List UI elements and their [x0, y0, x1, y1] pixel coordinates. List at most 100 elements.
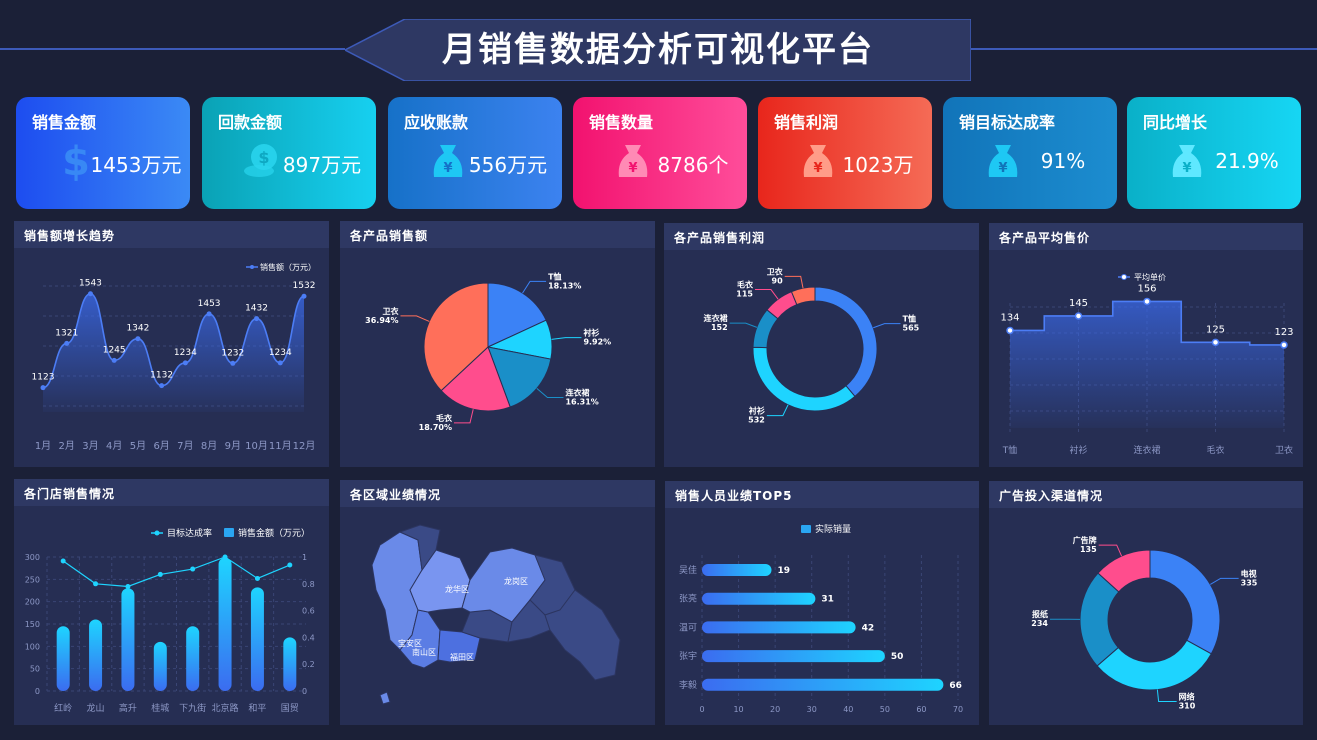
top5-value: 31	[821, 595, 834, 605]
y-tick: 250	[25, 575, 40, 584]
map-label-baoan: 宝安区	[398, 638, 422, 648]
panel-header	[664, 223, 979, 250]
svg-text:$: $	[62, 141, 90, 181]
kpi-label: 应收账款	[404, 113, 469, 132]
slice-label: 卫衣	[767, 266, 783, 276]
trend-x-tick: 9月	[225, 440, 241, 452]
top5-y-tick: 吴佳	[679, 564, 697, 576]
panel-header	[14, 479, 329, 506]
kpi-value: 897万元	[282, 153, 362, 177]
slice-label: T恤	[548, 271, 561, 281]
slice-衬衫[interactable]	[752, 346, 856, 412]
kpi-card-receivable: 应收账款 ¥ 556万元	[388, 97, 562, 209]
trend-point	[87, 291, 93, 297]
map-region-guangming[interactable]	[398, 524, 441, 572]
trend-point	[301, 293, 307, 299]
kpi-card-quantity: 销售数量 ¥ 8786个	[573, 97, 747, 209]
trend-point	[254, 316, 260, 322]
store-bar[interactable]	[218, 557, 232, 691]
top5-y-tick: 张亮	[679, 593, 697, 605]
slice-T恤[interactable]	[487, 282, 547, 348]
panel-header	[989, 481, 1303, 508]
panel-sales-trend: 销售额增长趋势 1123 1月 1321 2月 1543 3月 1245 4月 1342 5月 11…	[14, 221, 329, 467]
trend-point	[206, 311, 212, 317]
target-rate-point	[157, 571, 163, 577]
slice-value: 115	[736, 290, 753, 299]
slice-卫衣[interactable]	[423, 282, 489, 392]
svg-text:¥: ¥	[443, 161, 452, 176]
map-region-longhua[interactable]	[409, 549, 471, 613]
kpi-value: 91%	[1040, 149, 1086, 173]
legend-dot	[1121, 274, 1127, 280]
trend-x-tick: 12月	[293, 440, 316, 452]
top5-bar[interactable]	[702, 564, 772, 576]
slice-广告牌[interactable]	[1097, 549, 1151, 593]
panel-header	[989, 223, 1303, 250]
legend-label: 销售金额（万元）	[238, 527, 310, 539]
top5-bar[interactable]	[702, 621, 856, 634]
price-data-label: 125	[1206, 324, 1225, 335]
slice-毛衣[interactable]	[440, 346, 511, 412]
money-bag-icon: ¥	[803, 145, 833, 177]
slice-label: 网络	[1179, 692, 1195, 702]
panel-product-profit: 各产品销售利润 T恤 565 衬衫 532 连衣裙 152 毛衣 115 卫衣 90	[664, 223, 979, 467]
target-rate-point	[93, 581, 99, 587]
kpi-card-target-rate: 销目标达成率 ¥ 91%	[943, 97, 1117, 209]
x-tick: 0	[699, 705, 704, 714]
legend-label: 平均单价	[1134, 272, 1166, 282]
trend-point	[64, 340, 70, 346]
top5-bar[interactable]	[702, 650, 885, 663]
store-bar[interactable]	[121, 588, 135, 691]
target-rate-point	[287, 562, 293, 568]
target-rate-point	[254, 575, 260, 581]
slice-value: 234	[1031, 619, 1048, 628]
target-rate-line	[62, 556, 291, 588]
top5-bar-chart: 0 10 20 30 40 50 60 70 吴佳 19 张亮 31 温可 42 张宇 50 李毅 66 实际销量	[679, 523, 963, 714]
label-leader	[536, 388, 564, 398]
trend-point	[182, 360, 188, 366]
slice-T恤[interactable]	[814, 286, 878, 398]
slice-连衣裙[interactable]	[487, 346, 552, 408]
coins-icon: $	[244, 144, 277, 177]
sales-trend-chart: 1123 1月 1321 2月 1543 3月 1245 4月 1342 5月 1132 6月 1234…	[32, 262, 316, 452]
store-bar[interactable]	[250, 587, 264, 691]
top5-bar[interactable]	[702, 678, 944, 691]
price-data-label: 134	[1000, 312, 1019, 323]
trend-data-label: 1453	[198, 299, 221, 309]
store-bar[interactable]	[283, 637, 297, 691]
trend-x-tick: 2月	[59, 440, 75, 452]
slice-网络[interactable]	[1096, 639, 1212, 691]
slice-label: 广告牌	[1073, 535, 1097, 545]
slice-label: 衬衫	[748, 406, 765, 416]
top5-value: 50	[891, 652, 904, 662]
trend-x-tick: 6月	[153, 440, 169, 452]
store-bar[interactable]	[89, 619, 103, 691]
svg-text:¥: ¥	[628, 161, 637, 176]
slice-value: 18.13%	[548, 281, 581, 290]
slice-卫衣[interactable]	[790, 286, 816, 306]
panel-title: 各门店销售情况	[24, 487, 116, 501]
price-data-label: 123	[1274, 327, 1293, 338]
slice-value: 36.94%	[365, 316, 398, 325]
label-leader	[400, 315, 430, 322]
store-bar[interactable]	[153, 641, 167, 691]
price-x-tick: 卫衣	[1275, 444, 1293, 456]
top5-bar[interactable]	[702, 592, 816, 605]
svg-text:¥: ¥	[998, 161, 1007, 176]
legend-swatch	[801, 525, 811, 533]
map-region-dapeng[interactable]	[544, 589, 621, 681]
header-line-left	[0, 48, 345, 50]
trend-point	[159, 383, 165, 389]
store-bar[interactable]	[186, 626, 200, 691]
slice-label: 毛衣	[436, 413, 452, 423]
y2-tick: 1	[302, 553, 307, 562]
y2-tick: 0.8	[302, 580, 315, 589]
panel-title: 各产品销售额	[350, 229, 429, 243]
slice-value: 335	[1241, 578, 1258, 587]
legend-label: 销售额（万元）	[260, 262, 316, 272]
store-bar[interactable]	[56, 626, 70, 691]
slice-电视[interactable]	[1149, 549, 1221, 655]
svg-text:¥: ¥	[813, 161, 822, 176]
trend-data-label: 1543	[79, 279, 102, 289]
